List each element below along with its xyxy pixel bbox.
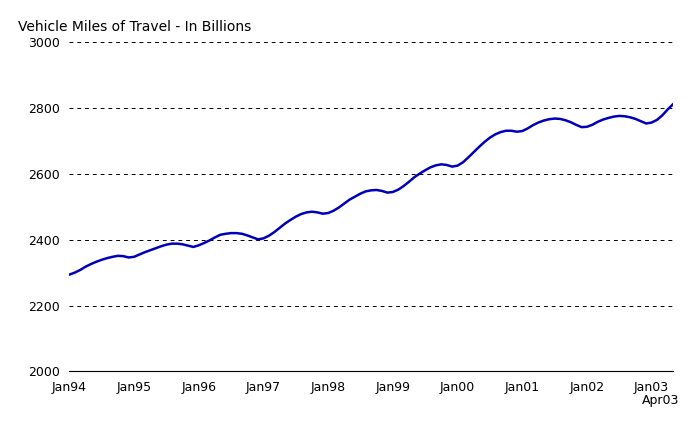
Text: Apr03: Apr03 [642, 395, 679, 407]
Text: Vehicle Miles of Travel - In Billions: Vehicle Miles of Travel - In Billions [18, 20, 251, 34]
